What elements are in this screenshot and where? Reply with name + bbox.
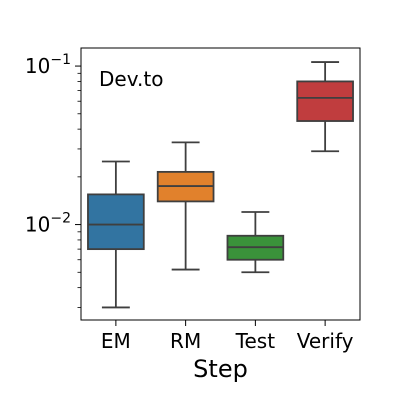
x-tick-label: Test xyxy=(235,329,276,353)
x-tick-label: EM xyxy=(101,329,131,353)
chart-annotation: Dev.to xyxy=(99,67,163,91)
x-tick-label: RM xyxy=(170,329,201,353)
box-iqr xyxy=(296,80,354,122)
plot-frame xyxy=(80,47,361,321)
box-iqr xyxy=(87,193,145,251)
boxes: EM RM Test Verify xyxy=(87,61,354,353)
y-tick-label: 10−1 xyxy=(25,52,71,78)
box-em: EM xyxy=(87,160,145,353)
y-minor-ticks xyxy=(77,72,81,308)
x-tick-label: Verify xyxy=(297,329,354,353)
box-test: Test xyxy=(226,211,285,353)
y-major-ticks: 10−2 10−1 xyxy=(25,52,81,237)
x-axis-title: Step xyxy=(193,355,248,383)
box-verify: Verify xyxy=(296,61,354,353)
box-rm: RM xyxy=(156,141,215,353)
y-tick-label: 10−2 xyxy=(25,211,71,237)
